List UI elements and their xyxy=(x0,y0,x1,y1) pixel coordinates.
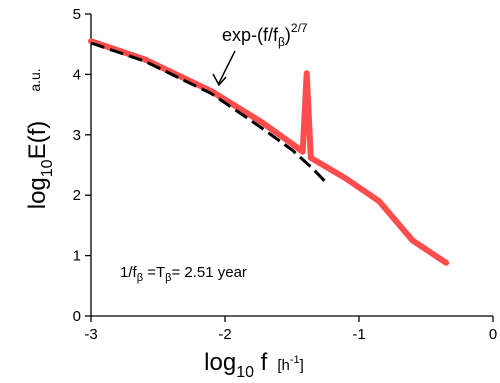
y-tick-label: 0 xyxy=(73,308,81,325)
x-ticks: -3 -2 -1 0 xyxy=(84,316,497,343)
series-group xyxy=(88,38,450,266)
x-tick-label: -2 xyxy=(218,326,231,343)
x-axis-label: log10 f [h-1] xyxy=(204,349,304,381)
y-axis-label: log10E(f) xyxy=(24,121,56,210)
fit-annotation: exp-(f/fβ)2/7 xyxy=(222,21,308,49)
y-axis-unit: a.u. xyxy=(27,68,43,91)
plot-area: -3 -2 -1 0 0 1 2 3 4 5 xyxy=(73,6,498,343)
x-tick-label: 0 xyxy=(489,326,497,343)
x-tick-label: -3 xyxy=(84,326,97,343)
y-ticks: 0 1 2 3 4 5 xyxy=(73,6,91,325)
period-annotation: 1/fβ =Tβ= 2.51 year xyxy=(120,264,247,284)
y-tick-label: 4 xyxy=(73,66,81,83)
y-tick-label: 5 xyxy=(73,6,81,23)
spectrum-line xyxy=(88,38,450,266)
x-tick-label: -1 xyxy=(352,326,365,343)
y-tick-label: 1 xyxy=(73,248,81,265)
y-tick-label: 3 xyxy=(73,127,81,144)
y-tick-label: 2 xyxy=(73,187,81,204)
annotation-arrow xyxy=(212,50,236,87)
fit-curve-line xyxy=(90,41,327,183)
